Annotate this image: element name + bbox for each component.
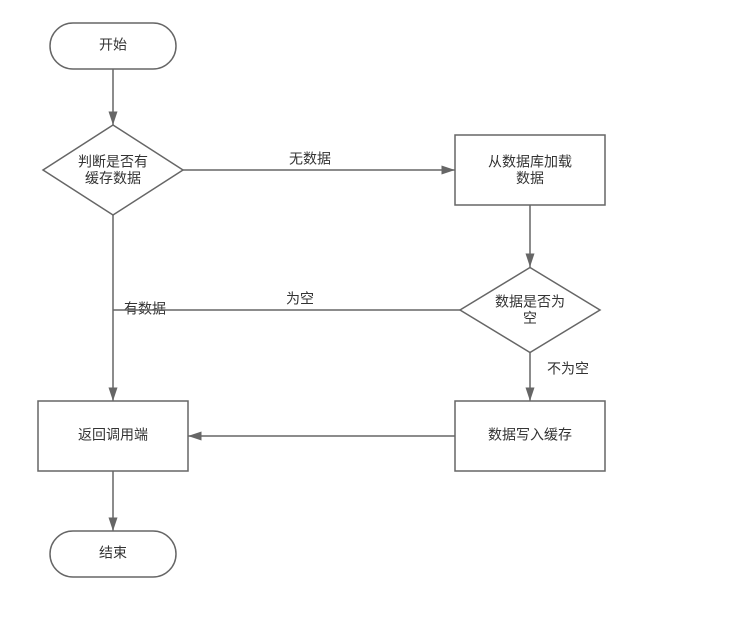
node-end: 结束 (50, 531, 176, 577)
node-proc_load: 从数据库加载数据 (455, 135, 605, 205)
node-start: 开始 (50, 23, 176, 69)
edge-label-dec_cache-proc_return: 有数据 (124, 301, 166, 317)
node-dec_cache: 判断是否有缓存数据 (43, 125, 183, 215)
node-dec_empty: 数据是否为空 (460, 268, 600, 353)
node-proc_write: 数据写入缓存 (455, 401, 605, 471)
node-proc_return: 返回调用端 (38, 401, 188, 471)
node-label-proc_write: 数据写入缓存 (488, 427, 572, 443)
edge-label-dec_empty-proc_write: 不为空 (547, 361, 589, 377)
flowchart-canvas: 无数据有数据 为空不为空 开始判断是否有缓存数据 从数据库加载数据数据是否为空数据写入… (0, 0, 744, 640)
node-label-start: 开始 (99, 37, 127, 53)
edge-label-dec_empty-proc_return: 为空 (286, 291, 314, 307)
node-label-dec_cache: 判断是否有缓存数据 (78, 153, 148, 186)
node-label-end: 结束 (99, 545, 127, 561)
node-label-proc_return: 返回调用端 (78, 427, 148, 443)
edge-label-dec_cache-proc_load: 无数据 (289, 151, 331, 167)
